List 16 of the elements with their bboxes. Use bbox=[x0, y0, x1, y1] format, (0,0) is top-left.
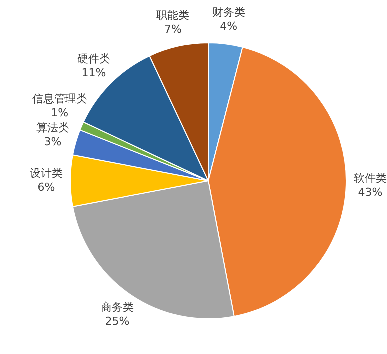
slice-label: 职能类 bbox=[156, 8, 190, 22]
data-label: 11% bbox=[82, 66, 106, 80]
slice-label: 软件类 bbox=[354, 172, 387, 185]
slice-label: 信息管理类 bbox=[32, 92, 88, 106]
slice-label: 商务类 bbox=[100, 300, 134, 314]
slice-label: 硬件类 bbox=[77, 52, 110, 66]
data-label: 43% bbox=[358, 186, 383, 199]
data-label: 4% bbox=[220, 20, 238, 34]
data-label: 6% bbox=[38, 180, 56, 194]
data-label: 7% bbox=[164, 22, 182, 36]
slice-label: 设计类 bbox=[30, 166, 63, 180]
data-label: 3% bbox=[44, 136, 62, 149]
data-label: 25% bbox=[105, 314, 130, 328]
data-label: 1% bbox=[51, 106, 69, 120]
slice-label: 算法类 bbox=[36, 122, 70, 135]
slice-label: 财务类 bbox=[212, 6, 246, 20]
